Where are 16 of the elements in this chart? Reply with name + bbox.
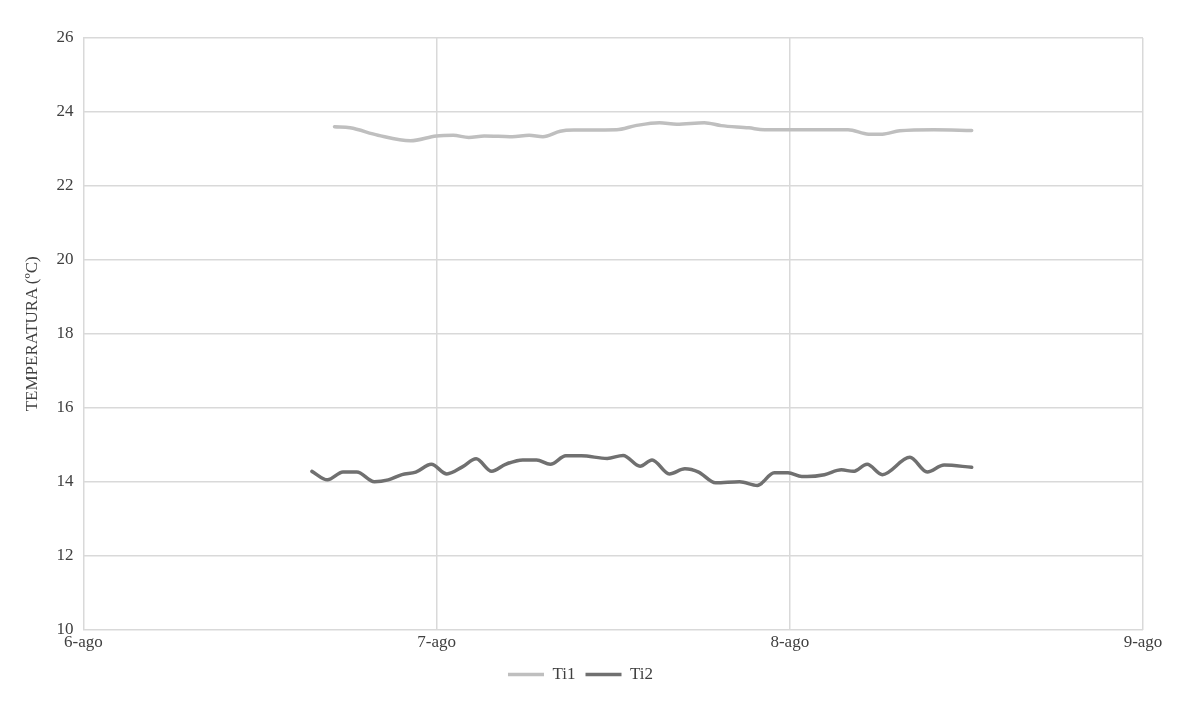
y-tick-label: 14 <box>56 471 74 491</box>
y-axis-title: TEMPERATURA (ºC) <box>21 256 41 412</box>
line-series <box>332 120 974 143</box>
y-tick-label: 20 <box>56 249 74 269</box>
x-tick-label: 7-ago <box>417 632 456 652</box>
y-tick-label: 26 <box>56 27 74 47</box>
x-tick-label: 8-ago <box>770 632 810 652</box>
y-tick-label: 22 <box>56 175 74 195</box>
y-tick-label: 12 <box>56 545 74 565</box>
y-tick-label: 24 <box>56 101 74 121</box>
y-tick-label: 16 <box>56 397 74 417</box>
x-tick-label: 9-ago <box>1123 632 1163 652</box>
line-series <box>310 453 974 488</box>
legend-label: Ti1 <box>552 663 576 683</box>
y-tick-label: 18 <box>56 323 74 343</box>
legend-label: Ti2 <box>630 663 654 683</box>
